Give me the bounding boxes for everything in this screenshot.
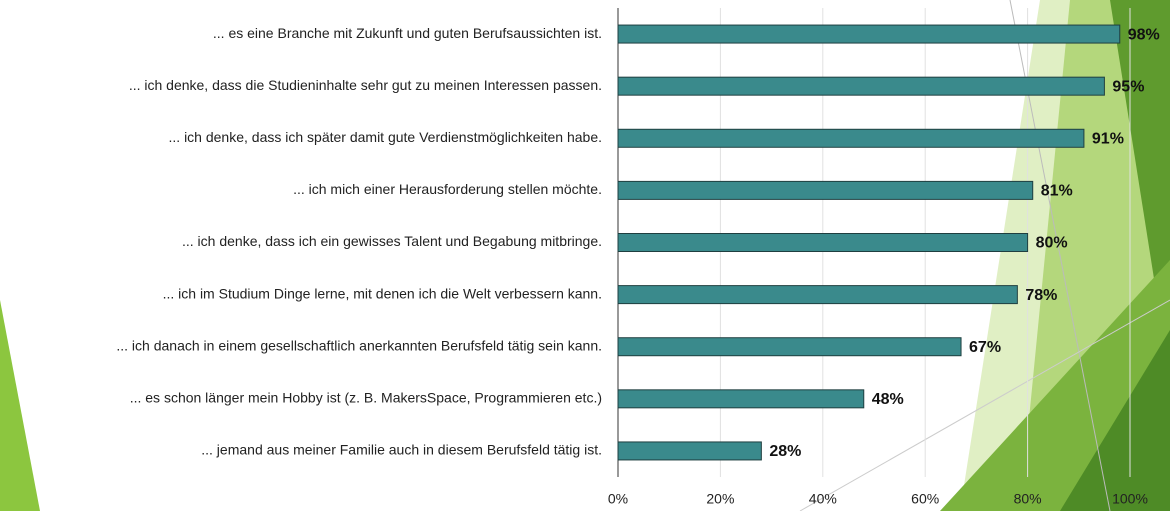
value-label: 78% bbox=[1025, 287, 1057, 304]
x-tick-label: 100% bbox=[1112, 491, 1148, 507]
value-label: 95% bbox=[1112, 78, 1144, 95]
bar bbox=[618, 129, 1084, 147]
chart: 0% 20% 40% 60% 80% 100% ... es eine Branche mi… bbox=[0, 0, 1170, 511]
y-tick-label: ... ich danach in einem gesellschaftlich… bbox=[116, 337, 602, 353]
value-label: 67% bbox=[969, 339, 1001, 356]
bar bbox=[618, 77, 1104, 95]
bar bbox=[618, 338, 961, 356]
y-tick-label: ... ich denke, dass ich ein gewisses Tal… bbox=[182, 233, 602, 249]
bar bbox=[618, 234, 1028, 252]
y-tick-label: ... ich denke, dass ich später damit gut… bbox=[169, 129, 602, 145]
y-tick-label: ... jemand aus meiner Familie auch in di… bbox=[201, 442, 602, 458]
page: 0% 20% 40% 60% 80% 100% ... es eine Branche mi… bbox=[0, 0, 1170, 511]
x-tick-label: 0% bbox=[608, 491, 628, 507]
value-label: 48% bbox=[872, 391, 904, 408]
y-tick-label: ... ich im Studium Dinge lerne, mit dene… bbox=[163, 285, 602, 301]
value-label: 98% bbox=[1128, 26, 1160, 43]
y-tick-label: ... es schon länger mein Hobby ist (z. B… bbox=[130, 390, 602, 406]
y-tick-label: ... ich mich einer Herausforderung stell… bbox=[293, 181, 602, 197]
value-label: 80% bbox=[1036, 235, 1068, 252]
value-label: 81% bbox=[1041, 183, 1073, 200]
bar bbox=[618, 286, 1017, 304]
x-tick-label: 60% bbox=[911, 491, 939, 507]
value-label: 28% bbox=[769, 443, 801, 460]
y-tick-label: ... es eine Branche mit Zukunft und gute… bbox=[213, 25, 602, 41]
x-tick-label: 20% bbox=[706, 491, 734, 507]
bar bbox=[618, 181, 1033, 199]
bar bbox=[618, 25, 1120, 43]
value-label: 91% bbox=[1092, 130, 1124, 147]
bar bbox=[618, 390, 864, 408]
x-tick-label: 80% bbox=[1014, 491, 1042, 507]
y-tick-label: ... ich denke, dass die Studieninhalte s… bbox=[129, 77, 602, 93]
bar bbox=[618, 442, 761, 460]
x-tick-label: 40% bbox=[809, 491, 837, 507]
